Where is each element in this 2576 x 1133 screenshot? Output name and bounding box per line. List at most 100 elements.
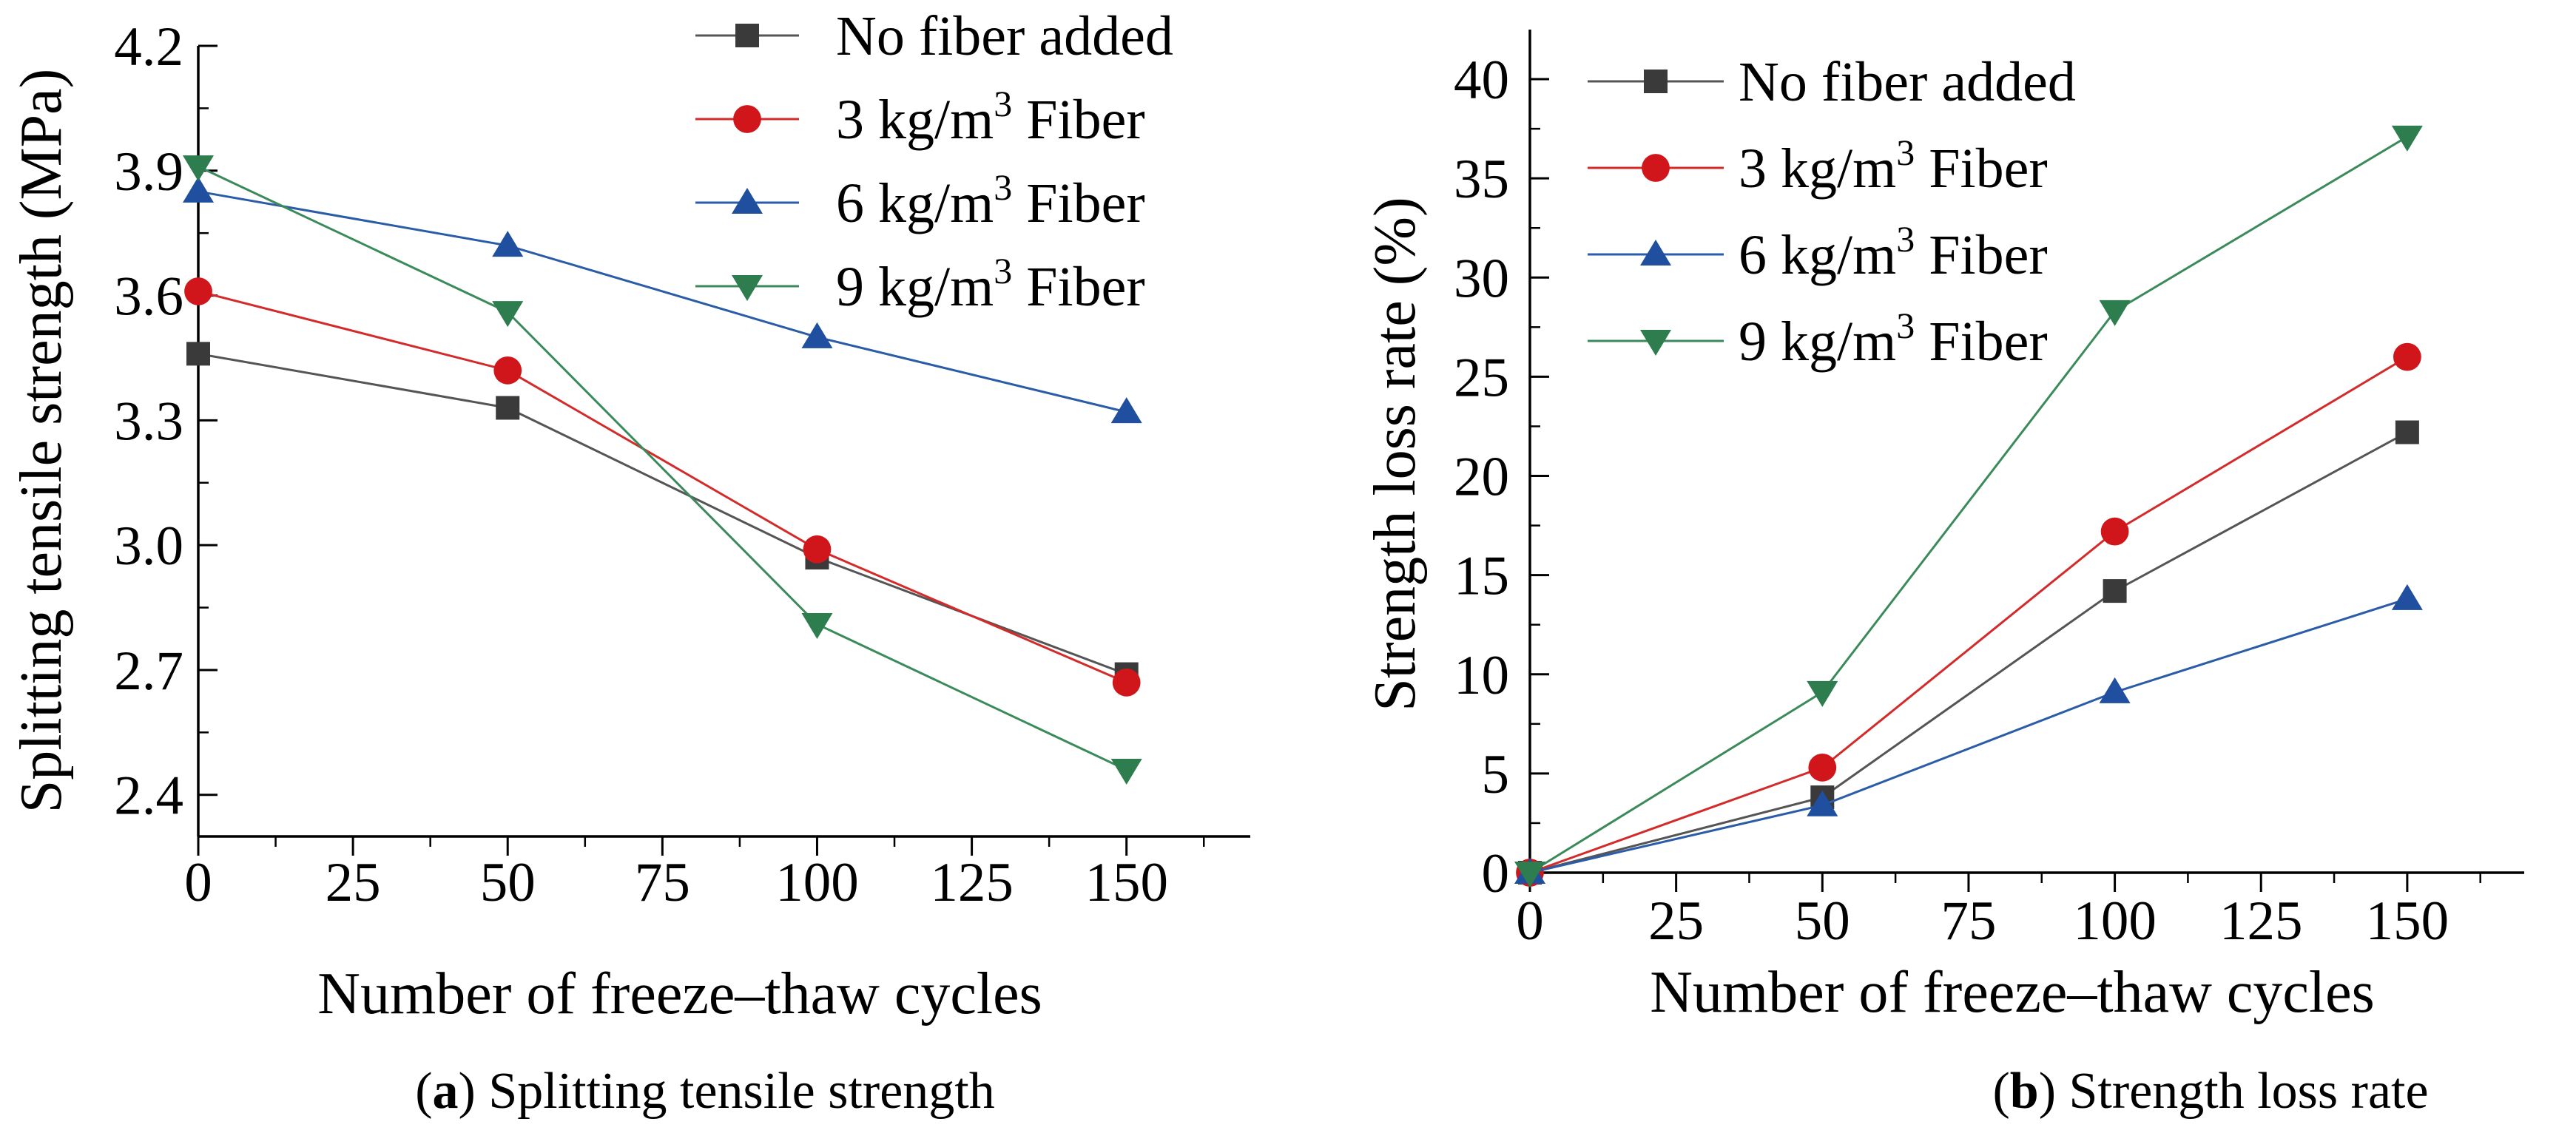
chart-a-caption-text: Splitting tensile strength [488, 1063, 994, 1120]
chart-b-y-tick-label: 5 [1482, 744, 1510, 805]
chart-a-x-tick-label: 100 [775, 852, 859, 913]
chart-a-data-point [183, 155, 214, 182]
chart-b-data-point [2391, 125, 2423, 152]
chart-a-series-line [198, 352, 1127, 675]
chart-a-data-point [492, 231, 524, 257]
chart-b-x-tick-label: 25 [1648, 890, 1704, 952]
chart-b-y-tick-label: 15 [1454, 546, 1509, 607]
chart-a-series-3 [183, 155, 1142, 785]
chart-b-y-tick-label: 25 [1454, 347, 1509, 408]
chart-b-caption-paren: ( [1992, 1063, 2009, 1120]
chart-b-series-line [1529, 135, 2408, 874]
chart-b-legend-label-superscript: 3 [1896, 218, 1915, 260]
chart-b-y-tick-label: 20 [1454, 447, 1509, 508]
chart-a-data-point [186, 342, 210, 366]
chart-a-data-point [1110, 397, 1142, 424]
chart-b-x-tick-label: 125 [2219, 890, 2303, 952]
chart-b-legend-label-tail: Fiber [1915, 224, 2047, 286]
chart-a-legend-label: No fiber added [836, 5, 1173, 67]
chart-b-y-tick-label: 0 [1482, 843, 1510, 904]
chart-b-y-tick-label: 35 [1454, 149, 1509, 210]
chart-a-series-line [198, 190, 1127, 413]
chart-b-legend-label: 6 kg/m3 Fiber [1739, 218, 2048, 286]
chart-a-legend-label: 9 kg/m3 Fiber [836, 250, 1145, 318]
chart-b-legend-label-main: 3 kg/m [1739, 138, 1896, 200]
chart-a-data-point [183, 176, 214, 203]
chart-a-series-line [198, 165, 1127, 771]
chart-a-y-tick-label: 4.2 [114, 16, 183, 78]
chart-b-legend-marker [1644, 70, 1668, 93]
chart-b-series-2 [1514, 584, 2423, 884]
chart-b-data-point [1808, 753, 1837, 782]
chart-b-legend-item: No fiber added [1588, 51, 2076, 113]
chart-a-legend-marker [732, 188, 763, 214]
chart-a-legend-marker [732, 275, 763, 301]
chart-b-data-point [2391, 584, 2423, 610]
chart-a-x-tick-label: 75 [635, 852, 690, 913]
chart-a-x-tick-label: 125 [930, 852, 1014, 913]
chart-b-legend-item: 6 kg/m3 Fiber [1588, 218, 2048, 286]
chart-a-caption: (a) Splitting tensile strength [415, 1063, 995, 1120]
chart-a-panel: 0 25 50 75 100 125 150 2.4 2.7 3.0 3.3 3.6 3.9 4.2 Num… [9, 5, 1250, 1120]
chart-b-x-tick-label: 150 [2366, 890, 2449, 952]
chart-a-data-point [496, 396, 520, 420]
chart-a-y-tick-label: 3.6 [114, 266, 183, 328]
chart-a-data-point [801, 613, 833, 640]
chart-a-legend-label-main: 6 kg/m [836, 172, 994, 234]
chart-a-x-tick-label: 150 [1085, 852, 1168, 913]
chart-a-y-tick-label: 3.0 [114, 515, 183, 577]
chart-a-data-point [1112, 668, 1141, 697]
chart-a-legend-label-tail: Fiber [1012, 256, 1144, 318]
chart-a-data-point [184, 277, 212, 305]
chart-a-y-tick-label: 3.9 [114, 141, 183, 203]
chart-b-caption-paren: ) [2039, 1063, 2069, 1120]
chart-b-data-point [2099, 300, 2131, 326]
chart-b-x-tick-label: 50 [1795, 890, 1850, 952]
chart-a-legend-label-superscript: 3 [994, 250, 1012, 291]
chart-b-legend-label: No fiber added [1739, 51, 2076, 113]
chart-b-legend-label-main: 6 kg/m [1739, 224, 1896, 286]
chart-b-legend-marker [1642, 154, 1670, 182]
chart-a-data-point [801, 322, 833, 348]
chart-a-legend-label-main: 3 kg/m [836, 89, 994, 151]
chart-b-data-point [2100, 517, 2129, 546]
chart-b-series-3 [1514, 125, 2423, 887]
chart-a-legend-label-main: 9 kg/m [836, 256, 994, 318]
chart-b-legend-item: 9 kg/m3 Fiber [1588, 305, 2048, 373]
chart-b-x-tick-label: 75 [1941, 890, 1996, 952]
chart-b-legend-label: 9 kg/m3 Fiber [1739, 305, 2048, 373]
chart-a-legend-label-tail: Fiber [1012, 89, 1144, 151]
chart-b-y-tick-label: 10 [1454, 645, 1509, 706]
chart-a-data-point [492, 301, 524, 328]
chart-a-legend-label: 6 kg/m3 Fiber [836, 166, 1145, 234]
chart-a-legend-label-tail: Fiber [1012, 172, 1144, 234]
chart-a-caption-paren: ) [459, 1063, 489, 1120]
chart-a-legend-item: 6 kg/m3 Fiber [695, 166, 1145, 234]
chart-b-data-point [2103, 579, 2127, 603]
chart-b-y-axis-label: Strength loss rate (%) [1363, 197, 1428, 711]
chart-b-x-tick-label: 0 [1516, 890, 1544, 952]
chart-b-data-point [1807, 680, 1838, 707]
chart-b-y-tick-label: 40 [1454, 50, 1509, 111]
chart-b-legend-label-tail: Fiber [1915, 138, 2047, 200]
chart-b-caption-label: b [2010, 1063, 2039, 1120]
chart-a-legend-item: 3 kg/m3 Fiber [695, 83, 1145, 151]
chart-a-legend-label-superscript: 3 [994, 83, 1012, 124]
chart-b-caption-text: Strength loss rate [2069, 1063, 2429, 1120]
chart-a-legend-label-superscript: 3 [994, 166, 1012, 208]
chart-b-series-line [1529, 598, 2408, 874]
chart-a-y-tick-label: 2.7 [114, 640, 183, 702]
chart-a-x-tick-label: 25 [326, 852, 381, 913]
chart-b-legend-label: 3 kg/m3 Fiber [1739, 132, 2048, 200]
chart-a-data-point [1110, 758, 1142, 785]
chart-a-x-axis-label: Number of freeze–thaw cycles [317, 961, 1042, 1027]
chart-b-series-1 [1516, 342, 2421, 887]
chart-a-y-axis-label: Splitting tensile strength (MPa) [9, 69, 74, 814]
chart-b-legend-marker [1640, 330, 1671, 356]
chart-a-legend-label: 3 kg/m3 Fiber [836, 83, 1145, 151]
chart-b-legend-item: 3 kg/m3 Fiber [1588, 132, 2048, 200]
chart-a-y-tick-label: 2.4 [114, 765, 183, 827]
chart-b-data-point [1807, 790, 1838, 816]
